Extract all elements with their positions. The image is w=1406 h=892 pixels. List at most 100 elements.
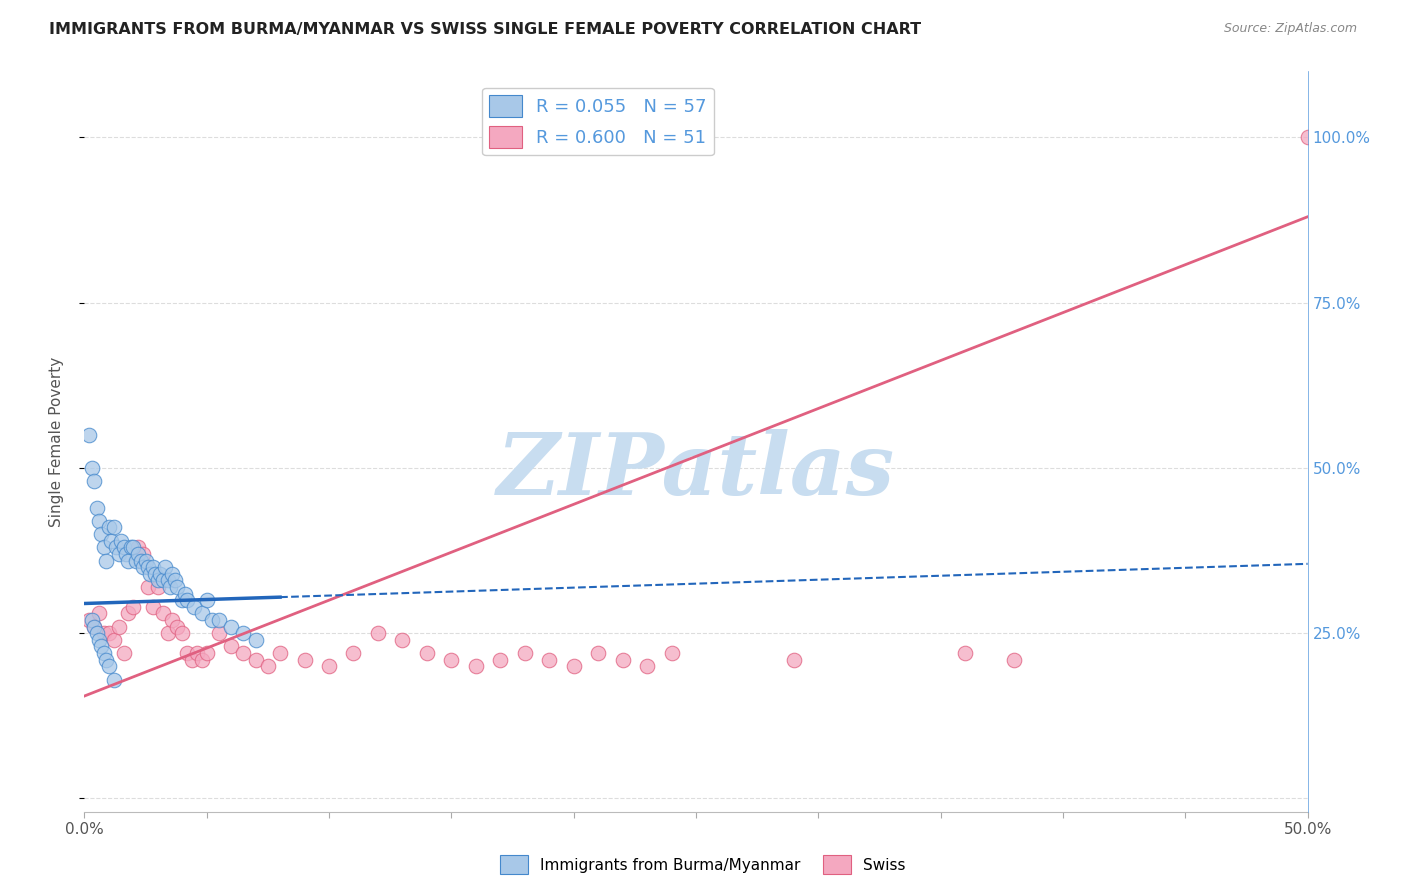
- Point: [1296, 130, 1319, 145]
- Point: [146, 580, 169, 594]
- Point: [107, 547, 129, 561]
- Point: [110, 533, 132, 548]
- Point: [195, 646, 218, 660]
- Point: [117, 607, 139, 621]
- Point: [112, 646, 135, 660]
- Point: [143, 566, 166, 581]
- Point: [100, 533, 122, 548]
- Point: [152, 574, 174, 588]
- Point: [87, 607, 110, 621]
- Point: [183, 599, 205, 614]
- Point: [294, 653, 316, 667]
- Point: [125, 553, 148, 567]
- Point: [86, 500, 108, 515]
- Point: [163, 574, 186, 588]
- Point: [83, 474, 105, 488]
- Point: [93, 626, 115, 640]
- Point: [83, 620, 105, 634]
- Point: [80, 461, 103, 475]
- Point: [191, 607, 214, 621]
- Point: [86, 626, 108, 640]
- Point: [103, 673, 125, 687]
- Point: [136, 560, 159, 574]
- Point: [156, 574, 179, 588]
- Point: [166, 620, 188, 634]
- Point: [83, 620, 105, 634]
- Point: [129, 553, 152, 567]
- Point: [181, 653, 204, 667]
- Point: [103, 520, 125, 534]
- Point: [232, 646, 254, 660]
- Point: [173, 586, 195, 600]
- Point: [97, 626, 120, 640]
- Point: [152, 607, 174, 621]
- Point: [489, 653, 512, 667]
- Point: [90, 527, 112, 541]
- Point: [107, 620, 129, 634]
- Point: [195, 593, 218, 607]
- Point: [586, 646, 609, 660]
- Point: [172, 593, 194, 607]
- Point: [219, 640, 242, 654]
- Point: [612, 653, 634, 667]
- Point: [97, 520, 120, 534]
- Point: [97, 659, 120, 673]
- Text: ZIPatlas: ZIPatlas: [496, 429, 896, 513]
- Point: [162, 613, 184, 627]
- Point: [93, 646, 115, 660]
- Point: [115, 547, 138, 561]
- Point: [127, 547, 149, 561]
- Point: [122, 599, 145, 614]
- Point: [318, 659, 340, 673]
- Point: [132, 547, 155, 561]
- Point: [90, 640, 112, 654]
- Point: [93, 541, 115, 555]
- Point: [77, 428, 100, 442]
- Point: [136, 580, 159, 594]
- Point: [172, 626, 194, 640]
- Point: [208, 613, 231, 627]
- Y-axis label: Single Female Poverty: Single Female Poverty: [49, 357, 63, 526]
- Point: [142, 560, 165, 574]
- Point: [103, 632, 125, 647]
- Point: [105, 541, 128, 555]
- Point: [149, 566, 172, 581]
- Point: [156, 626, 179, 640]
- Text: Source: ZipAtlas.com: Source: ZipAtlas.com: [1223, 22, 1357, 36]
- Point: [245, 653, 267, 667]
- Point: [87, 514, 110, 528]
- Point: [391, 632, 413, 647]
- Point: [80, 613, 103, 627]
- Point: [96, 553, 118, 567]
- Point: [176, 593, 198, 607]
- Point: [245, 632, 267, 647]
- Point: [440, 653, 463, 667]
- Point: [77, 613, 100, 627]
- Text: IMMIGRANTS FROM BURMA/MYANMAR VS SWISS SINGLE FEMALE POVERTY CORRELATION CHART: IMMIGRANTS FROM BURMA/MYANMAR VS SWISS S…: [49, 22, 921, 37]
- Legend: R = 0.055   N = 57, R = 0.600   N = 51: R = 0.055 N = 57, R = 0.600 N = 51: [482, 87, 714, 155]
- Point: [219, 620, 242, 634]
- Point: [153, 560, 176, 574]
- Point: [257, 659, 280, 673]
- Point: [186, 646, 208, 660]
- Point: [562, 659, 585, 673]
- Point: [162, 566, 184, 581]
- Point: [661, 646, 683, 660]
- Point: [159, 580, 181, 594]
- Point: [96, 653, 118, 667]
- Point: [953, 646, 976, 660]
- Point: [513, 646, 536, 660]
- Point: [200, 613, 222, 627]
- Point: [464, 659, 486, 673]
- Point: [112, 541, 135, 555]
- Point: [122, 541, 145, 555]
- Point: [120, 541, 142, 555]
- Point: [1002, 653, 1025, 667]
- Point: [538, 653, 561, 667]
- Point: [176, 646, 198, 660]
- Point: [87, 632, 110, 647]
- Point: [135, 553, 157, 567]
- Point: [416, 646, 439, 660]
- Point: [232, 626, 254, 640]
- Point: [342, 646, 364, 660]
